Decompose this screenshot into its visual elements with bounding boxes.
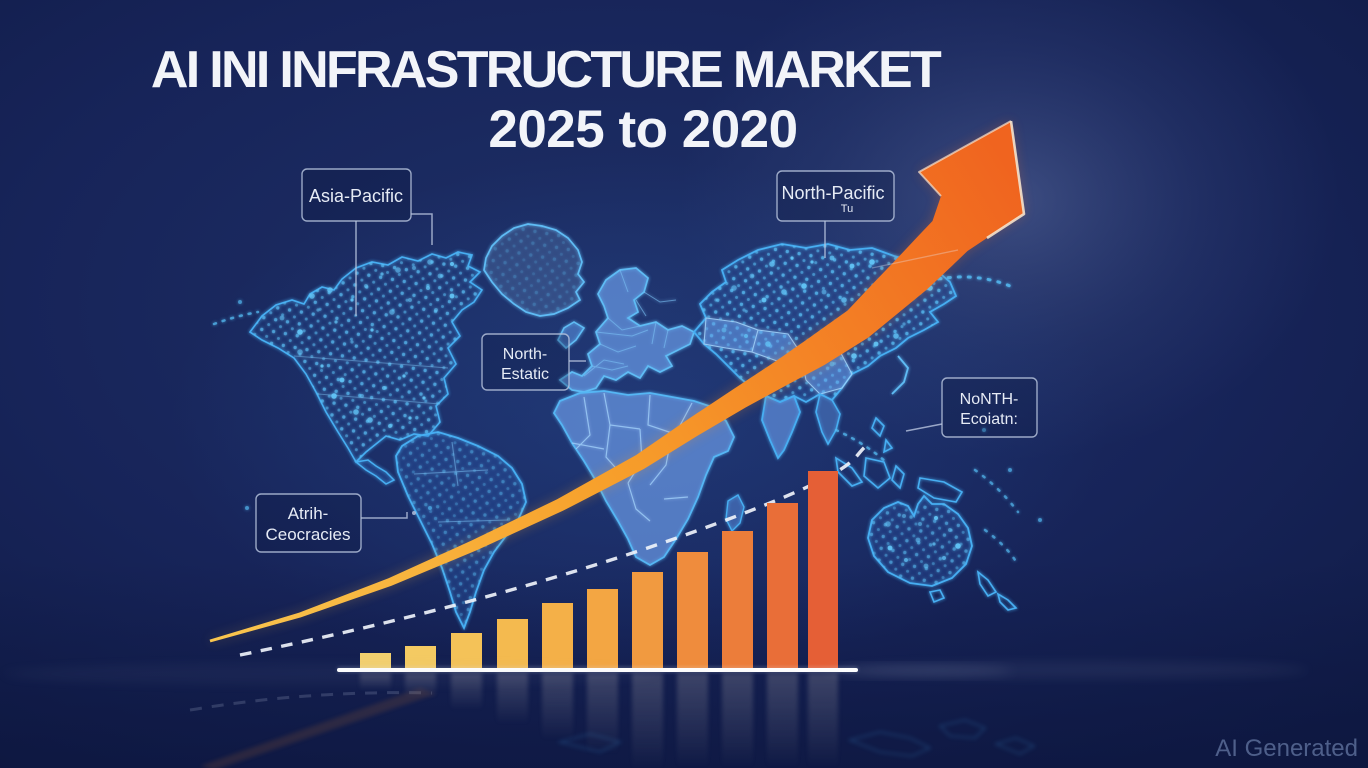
svg-text:2025 to 2020: 2025 to 2020 <box>488 100 797 159</box>
svg-text:NoNTH-: NoNTH- <box>960 391 1019 408</box>
svg-text:Asia-Pacific: Asia-Pacific <box>309 186 403 206</box>
svg-text:AI INI INFRASTRUCTURE MARKET: AI INI INFRASTRUCTURE MARKET <box>151 41 942 99</box>
svg-text:Ceocracies: Ceocracies <box>265 525 350 544</box>
svg-text:Atrih-: Atrih- <box>288 504 329 523</box>
svg-text:Estatic: Estatic <box>501 366 549 383</box>
svg-text:North-: North- <box>503 346 547 363</box>
svg-text:North-Pacific: North-Pacific <box>781 183 884 203</box>
svg-text:Ecoiatn:: Ecoiatn: <box>960 411 1018 428</box>
svg-text:AI Generated: AI Generated <box>1215 735 1358 762</box>
svg-text:Tu: Tu <box>841 203 853 215</box>
